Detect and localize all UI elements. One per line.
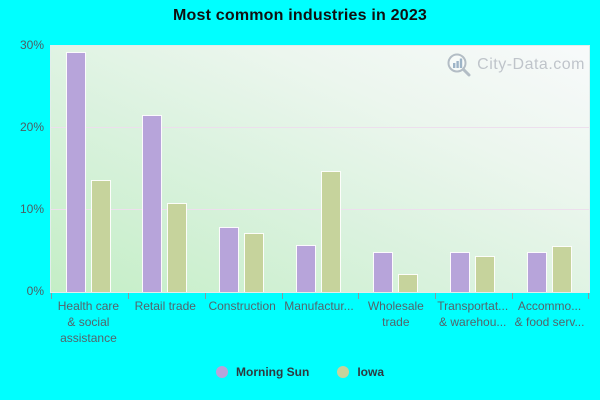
- iowa-bar: [90, 179, 111, 292]
- gridline-10: [51, 209, 589, 210]
- legend-item-morning-sun: Morning Sun: [216, 365, 309, 379]
- morning-sun-bar: [65, 51, 86, 292]
- y-tick-label: 20%: [19, 120, 44, 134]
- x-axis-tick: [204, 293, 206, 299]
- morning-sun-bar: [219, 227, 240, 292]
- x-category-label: Health care & social assistance: [57, 299, 120, 345]
- x-axis-tick: [127, 293, 129, 299]
- morning-sun-bar: [526, 251, 547, 292]
- x-axis-tick: [588, 293, 589, 299]
- magnifier-chart-icon: [446, 52, 472, 78]
- x-axis-tick: [512, 293, 514, 299]
- morning-sun-bar: [142, 114, 163, 292]
- x-category-label: Transportat... & warehou...: [437, 299, 509, 329]
- iowa-bar: [321, 171, 342, 292]
- iowa-bar: [474, 255, 495, 292]
- iowa-bar: [551, 246, 572, 292]
- chart-title: Most common industries in 2023: [172, 7, 428, 24]
- morning-sun-bar: [296, 245, 317, 292]
- x-axis-tick: [435, 293, 437, 299]
- iowa-bar: [244, 232, 265, 292]
- iowa-bar: [397, 273, 418, 292]
- x-category-label: Accommo... & food serv...: [514, 299, 585, 329]
- x-category-label: Wholesale trade: [367, 299, 424, 329]
- x-axis-tick: [51, 293, 52, 299]
- gridline-20: [51, 127, 589, 128]
- legend-label: Iowa: [357, 365, 384, 379]
- x-axis-tick: [281, 293, 283, 299]
- plot-area: [50, 45, 590, 299]
- morning-sun-bar: [372, 251, 393, 292]
- x-category-label: Retail trade: [134, 299, 196, 313]
- legend-label: Morning Sun: [236, 365, 310, 379]
- morning-sun-bar: [449, 251, 470, 292]
- legend-swatch: [216, 366, 228, 378]
- legend-item-iowa: Iowa: [337, 365, 384, 379]
- x-category-label: Manufactur...: [284, 299, 354, 313]
- watermark: City-Data.com: [446, 52, 585, 78]
- y-tick-label: 10%: [19, 202, 44, 216]
- iowa-bar: [167, 202, 188, 292]
- y-tick-label: 30%: [19, 38, 44, 52]
- x-axis-tick: [358, 293, 360, 299]
- legend-swatch: [337, 366, 350, 378]
- x-category-label: Construction: [208, 299, 276, 313]
- watermark-text: City-Data.com: [477, 56, 585, 73]
- y-tick-label: 0%: [26, 284, 44, 298]
- legend: Morning Sun Iowa: [0, 360, 600, 384]
